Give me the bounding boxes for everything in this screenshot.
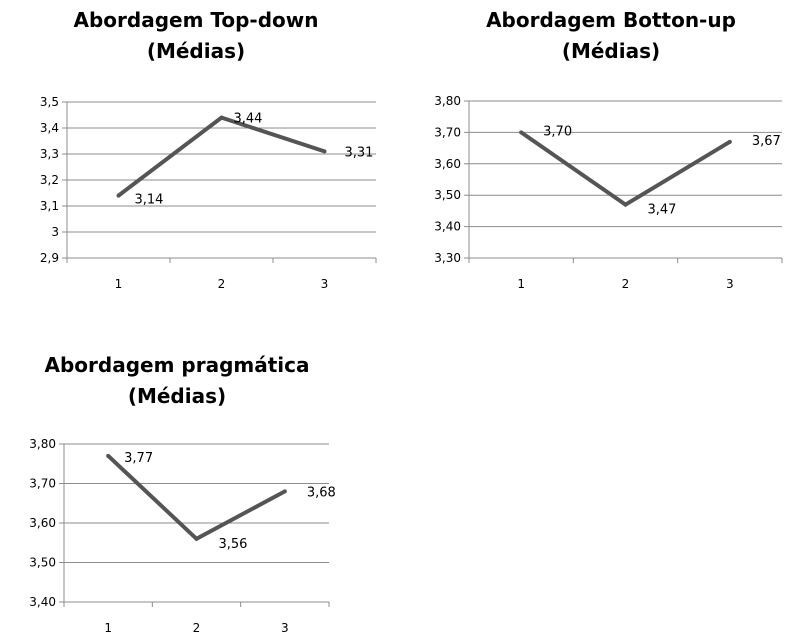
data-label: 3,67: [752, 134, 781, 149]
x-tick-label: 1: [104, 621, 112, 634]
data-point: [727, 139, 732, 144]
y-tick-label: 2,9: [40, 251, 59, 265]
data-point: [106, 453, 111, 458]
data-label: 3,47: [648, 203, 677, 218]
series-line: [117, 115, 326, 198]
y-tick-label: 3: [51, 225, 59, 239]
chart-title: Abordagem pragmática: [45, 353, 310, 377]
data-point: [116, 193, 121, 198]
x-tick-label: 2: [193, 621, 201, 634]
y-tick-label: 3,2: [40, 173, 59, 187]
line-chart-2: Abordagem Botton-up (Médias) 3,80 3,70 3,60 3…: [434, 8, 783, 291]
x-tick-label: 2: [622, 277, 630, 291]
chart-subtitle: (Médias): [562, 39, 660, 63]
data-point: [219, 115, 224, 120]
data-label: 3,31: [345, 145, 374, 160]
y-tick-label: 3,4: [40, 121, 59, 135]
data-label: 3,56: [219, 537, 248, 552]
chart-subtitle: (Médias): [147, 39, 245, 63]
x-tick-label: 2: [218, 277, 226, 291]
y-tick-label: 3,70: [434, 125, 461, 139]
y-tick-label: 3,50: [29, 556, 56, 570]
x-tick-label: 1: [517, 277, 525, 291]
chart-title: Abordagem Botton-up: [486, 8, 736, 32]
y-tick-label: 3,1: [40, 199, 59, 213]
x-tick-label: 3: [321, 277, 329, 291]
y-tick-label: 3,40: [434, 220, 461, 234]
data-point: [282, 489, 287, 494]
data-label: 3,68: [307, 485, 336, 500]
data-point: [519, 130, 524, 135]
data-point: [623, 202, 628, 207]
y-tick-label: 3,30: [434, 251, 461, 265]
y-tick-label: 3,40: [29, 595, 56, 609]
x-tick-label: 3: [726, 277, 734, 291]
x-tick-label: 3: [281, 621, 289, 634]
chart-subtitle: (Médias): [128, 384, 226, 408]
y-tick-label: 3,60: [434, 157, 461, 171]
data-label: 3,14: [135, 193, 164, 208]
x-tick-label: 1: [115, 277, 123, 291]
series-line: [520, 130, 731, 207]
data-point: [194, 536, 199, 541]
y-tick-label: 3,80: [29, 437, 56, 451]
line-chart-1: Abordagem Top-down (Médias) 3,5 3,4 3,3 3,2 3,…: [40, 8, 377, 291]
chart-title: Abordagem Top-down: [73, 8, 318, 32]
y-tick-label: 3,50: [434, 188, 461, 202]
y-tick-label: 3,70: [29, 477, 56, 491]
y-tick-label: 3,80: [434, 94, 461, 108]
data-label: 3,44: [234, 112, 263, 127]
data-label: 3,77: [124, 451, 153, 466]
data-label: 3,70: [543, 124, 572, 139]
data-point: [322, 149, 327, 154]
y-tick-label: 3,3: [40, 147, 59, 161]
y-tick-label: 3,5: [40, 95, 59, 109]
series-line: [106, 454, 286, 542]
line-chart-3: Abordagem pragmática (Médias) 3,80 3,70 3,60…: [29, 353, 336, 634]
y-tick-label: 3,60: [29, 516, 56, 530]
